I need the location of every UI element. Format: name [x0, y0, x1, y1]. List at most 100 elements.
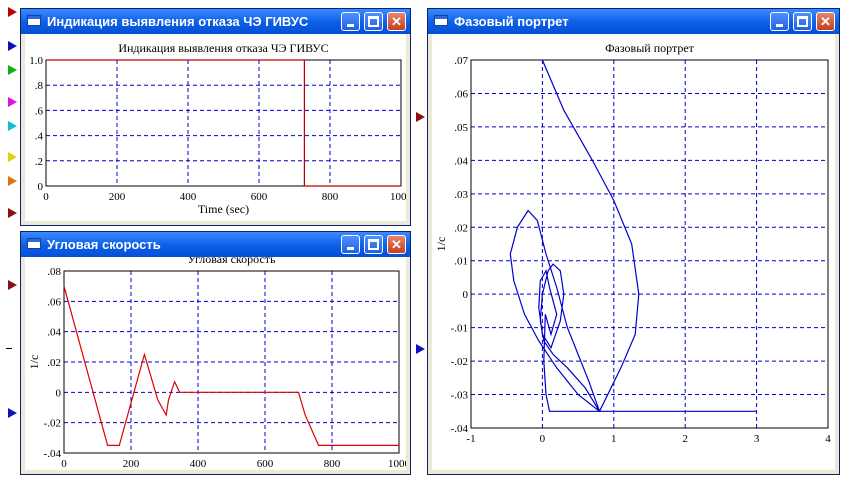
y-tick-label: 0 — [463, 289, 469, 301]
close-icon: ✕ — [391, 237, 402, 252]
y-tick-label: 0 — [38, 181, 44, 193]
x-tick-label: -1 — [466, 433, 475, 445]
y-tick-label: -.04 — [451, 423, 469, 435]
maximize-button[interactable] — [364, 12, 383, 31]
x-tick-label: 400 — [190, 458, 207, 470]
port-tick — [6, 348, 12, 349]
plot-frame — [470, 59, 829, 429]
plot-area: Индикация выявления отказа ЧЭ ГИВУС 0 200 4… — [25, 34, 406, 221]
port-arrow-cyan — [8, 121, 17, 131]
y-tick-label: -.01 — [451, 323, 468, 335]
phase-portrait-chart: Фазовый портрет -1 0 1 2 3 4 .07 .06 .05 .04 .03 .02… — [434, 41, 831, 445]
y-tick-label: .4 — [35, 131, 44, 143]
port-arrow-red-1 — [8, 7, 17, 17]
port-arrow-blue-2 — [8, 408, 17, 418]
x-tick-label: 200 — [109, 191, 126, 203]
minimize-icon — [347, 247, 354, 250]
y-tick-label: .06 — [454, 88, 468, 100]
x-tick-label: 3 — [754, 433, 760, 445]
y-tick-label: .08 — [47, 266, 61, 278]
title-bar[interactable]: Фазовый портрет ✕ — [428, 9, 839, 34]
close-button[interactable]: ✕ — [387, 12, 406, 31]
title-bar[interactable]: Индикация выявления отказа ЧЭ ГИВУС ✕ — [21, 9, 410, 34]
phase-portrait-series — [509, 59, 757, 413]
x-tick-label: 600 — [251, 191, 268, 203]
scope-window-icon — [27, 238, 41, 249]
x-tick-label: 2 — [682, 433, 688, 445]
close-button[interactable]: ✕ — [387, 235, 406, 254]
y-tick-label: .07 — [454, 55, 468, 67]
port-arrow-darkred-1 — [8, 208, 17, 218]
close-icon: ✕ — [820, 14, 831, 29]
y-tick-label: 0 — [56, 387, 62, 399]
port-arrow-yellow — [8, 152, 17, 162]
plot-area: Фазовый портрет -1 0 1 2 3 4 .07 .06 .05 .04 .03 .02… — [432, 34, 835, 470]
close-icon: ✕ — [391, 14, 402, 29]
x-tick-label: 800 — [322, 191, 339, 203]
minimize-button[interactable] — [770, 12, 789, 31]
y-tick-label: .04 — [47, 327, 61, 339]
x-tick-label: 4 — [825, 433, 831, 445]
maximize-icon — [368, 239, 379, 250]
y-tick-label: .01 — [454, 256, 468, 268]
y-tick-label: -.02 — [44, 418, 61, 430]
x-tick-label: 600 — [257, 458, 274, 470]
x-tick-label: 400 — [180, 191, 197, 203]
minimize-icon — [347, 24, 354, 27]
minimize-button[interactable] — [341, 12, 360, 31]
y-axis-label: 1/c — [434, 237, 448, 252]
maximize-button[interactable] — [793, 12, 812, 31]
y-axis-label: 1/c — [27, 355, 41, 370]
x-tick-label: 800 — [324, 458, 341, 470]
y-tick-label: -.03 — [451, 390, 469, 402]
y-tick-label: .02 — [47, 357, 61, 369]
title-bar[interactable]: Угловая скорость ✕ — [21, 232, 410, 257]
y-tick-label: .8 — [35, 80, 44, 92]
window-title: Угловая скорость — [47, 237, 161, 252]
scope-window-icon — [434, 15, 448, 26]
y-tick-label: 1.0 — [29, 55, 43, 67]
fault-indication-chart: Индикация выявления отказа ЧЭ ГИВУС 0 200 4… — [29, 41, 406, 216]
maximize-button[interactable] — [364, 235, 383, 254]
x-tick-label: 0 — [43, 191, 49, 203]
y-tick-label: -.02 — [451, 356, 468, 368]
chart-title: Фазовый портрет — [605, 41, 695, 55]
y-tick-label: .03 — [454, 189, 468, 201]
scope-window-angular-velocity[interactable]: Угловая скорость ✕ Угловая скорость 0 200 4… — [20, 231, 411, 475]
port-arrow-blue-1 — [8, 41, 17, 51]
plot-frame — [45, 59, 402, 187]
plot-frame — [63, 270, 400, 454]
minimize-button[interactable] — [341, 235, 360, 254]
window-title: Индикация выявления отказа ЧЭ ГИВУС — [47, 14, 309, 29]
maximize-icon — [368, 16, 379, 27]
y-tick-label: .05 — [454, 122, 468, 134]
y-tick-label: -.04 — [44, 448, 62, 460]
y-tick-label: .6 — [35, 105, 44, 117]
close-button[interactable]: ✕ — [816, 12, 835, 31]
y-tick-label: .06 — [47, 296, 61, 308]
chart-title: Угловая скорость — [188, 257, 277, 266]
minimize-icon — [776, 24, 783, 27]
port-arrow-darkred-2 — [8, 280, 17, 290]
port-arrow-green — [8, 65, 17, 75]
scope-window-phase-portrait[interactable]: Фазовый портрет ✕ Фазовый портрет -1 0 1 2 3 4… — [427, 8, 840, 475]
scope-window-icon — [27, 15, 41, 26]
port-arrow-darkred-3 — [416, 112, 425, 122]
port-arrow-magenta — [8, 97, 17, 107]
x-axis-label: Time (sec) — [198, 202, 249, 216]
angular-velocity-series — [63, 286, 399, 446]
port-arrow-orange — [8, 176, 17, 186]
window-title: Фазовый портрет — [454, 14, 569, 29]
x-axis-label: Time (sec) — [206, 469, 257, 470]
chart-title: Индикация выявления отказа ЧЭ ГИВУС — [118, 41, 328, 55]
y-tick-label: .04 — [454, 155, 468, 167]
fault-indicator-series — [46, 59, 401, 187]
maximize-icon — [797, 16, 808, 27]
x-tick-label: 0 — [540, 433, 546, 445]
x-tick-label: 1 — [611, 433, 617, 445]
y-tick-label: .2 — [35, 156, 43, 168]
scope-window-fault-indication[interactable]: Индикация выявления отказа ЧЭ ГИВУС ✕ Ин… — [20, 8, 411, 226]
